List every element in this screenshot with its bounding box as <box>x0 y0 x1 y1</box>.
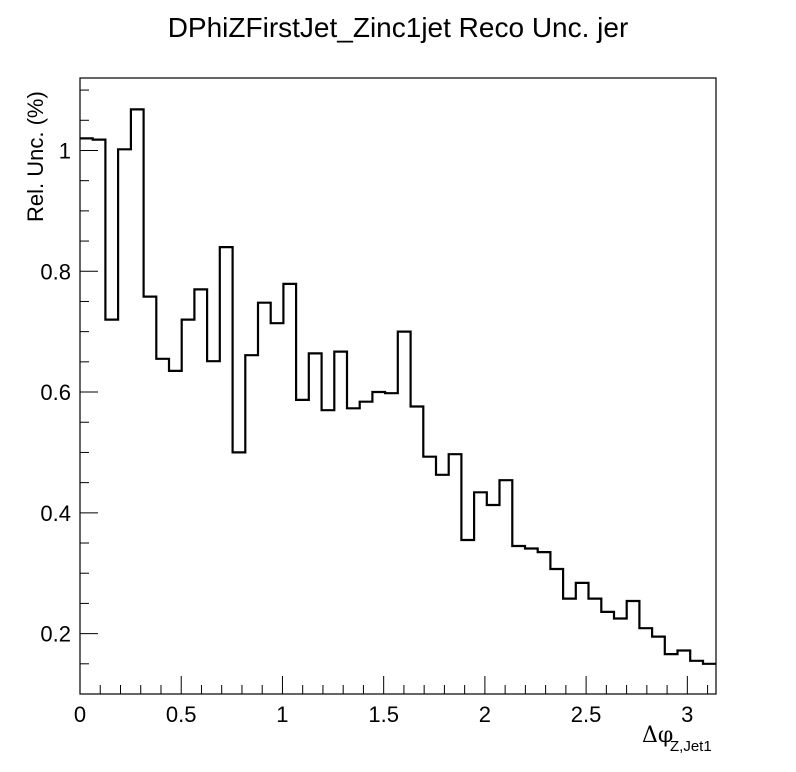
x-tick-label: 1.5 <box>368 702 399 727</box>
x-axis-label: Δφ Z,Jet1 <box>642 723 712 755</box>
x-tick-labels: 0 0.5 1 1.5 2 2.5 3 <box>74 702 694 727</box>
x-tick-label: 2.5 <box>571 702 602 727</box>
y-axis-label: Rel. Unc. (%) <box>23 91 48 222</box>
x-tick-label: 0.5 <box>166 702 197 727</box>
x-tick-label: 1 <box>276 702 288 727</box>
y-tick-label: 0.8 <box>40 259 71 284</box>
plot-frame <box>79 77 717 695</box>
x-tick-label: 3 <box>681 702 693 727</box>
x-axis-label-subscript: Z,Jet1 <box>670 738 712 755</box>
y-tick-labels: 0.2 0.4 0.6 0.8 1 <box>40 139 71 647</box>
histogram-step-line <box>80 108 716 665</box>
x-tick-label: 0 <box>74 702 86 727</box>
y-tick-label: 1 <box>59 139 71 164</box>
y-tick-label: 0.6 <box>40 380 71 405</box>
tick-marks <box>79 89 709 695</box>
x-axis-label-main: Δφ <box>642 723 673 748</box>
y-tick-label: 0.4 <box>40 501 71 526</box>
x-tick-label: 2 <box>479 702 491 727</box>
chart-title: DPhiZFirstJet_Zinc1jet Reco Unc. jer <box>168 12 629 43</box>
y-tick-label: 0.2 <box>40 622 71 647</box>
